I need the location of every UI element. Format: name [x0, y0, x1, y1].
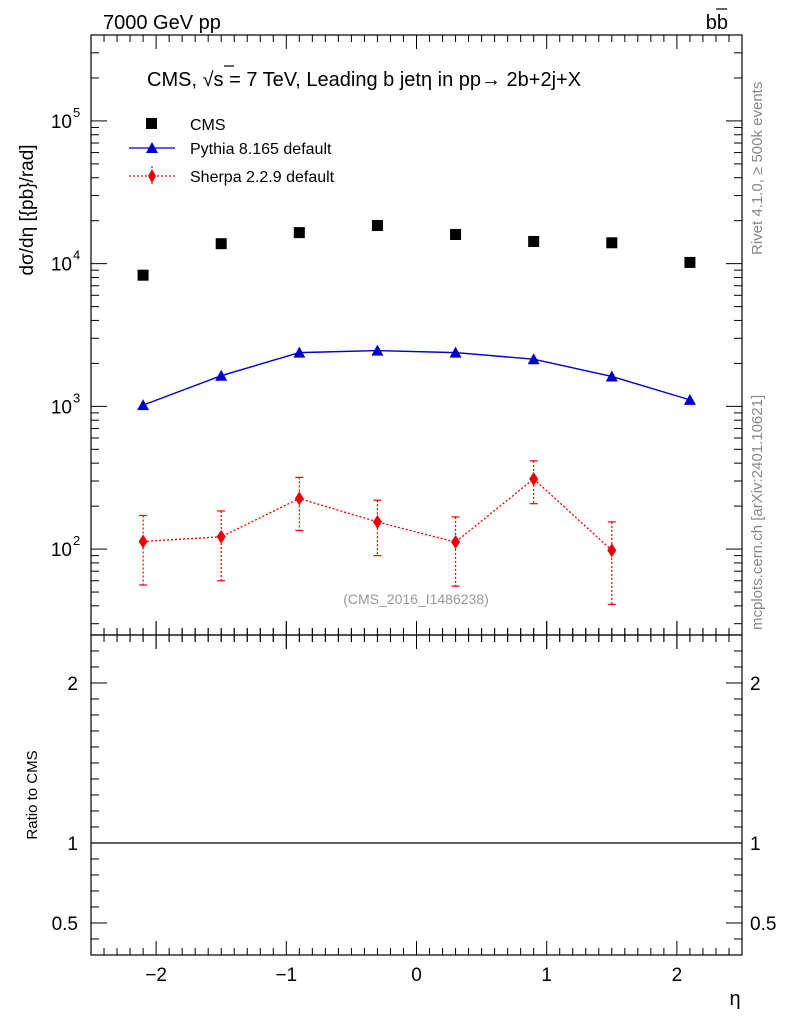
- pythia-line: [142, 349, 691, 406]
- cms-point: [606, 237, 618, 249]
- sqrt-symbol: √: [203, 69, 214, 91]
- sherpa-point: [138, 534, 148, 549]
- x-tick-label: −2: [145, 965, 167, 986]
- ratio-y-tick-label-right: 0.5: [750, 914, 776, 935]
- ratio-y-label: Ratio to CMS: [24, 750, 41, 839]
- legend: CMS Pythia 8.165 default Sherpa 2.2.9 de…: [129, 117, 335, 186]
- pythia-point: [215, 369, 228, 381]
- cms-point: [215, 238, 227, 250]
- plot-title: CMS, √s = 7 TeV, Leading b jetη in pp→ 2…: [147, 65, 581, 91]
- pythia-point: [449, 346, 462, 358]
- y-tick-label: 10: [51, 255, 72, 276]
- process-label-bar: b: [717, 12, 728, 34]
- y-tick-label: 10: [51, 540, 72, 561]
- y-tick-exponent: 4: [73, 248, 80, 263]
- sherpa-point: [529, 471, 539, 486]
- sqrt-s: s: [214, 69, 224, 91]
- legend-pythia-marker: [146, 142, 158, 153]
- pythia-point: [605, 370, 618, 382]
- ratio-y-tick-label-right: 1: [750, 834, 761, 855]
- x-tick-label: 0: [411, 965, 422, 986]
- legend-sherpa-marker: [148, 169, 156, 183]
- sherpa-point: [451, 535, 461, 550]
- mcplots-label: mcplots.cern.ch [arXiv:2401.10621]: [749, 395, 766, 630]
- y-tick-exponent: 5: [73, 105, 80, 120]
- y-tick-label: 10: [51, 112, 72, 133]
- cms-point: [371, 220, 383, 232]
- svg-text:CMS, √s = 7 TeV, Leading b jet: CMS, √s = 7 TeV, Leading b jetη in pp→ 2…: [147, 69, 581, 91]
- cms-point: [450, 229, 462, 241]
- legend-cms-marker: [146, 118, 157, 129]
- x-tick-label: −1: [275, 965, 297, 986]
- pythia-point: [293, 346, 306, 358]
- main-y-label: dσ/dη [{pb}/rad]: [17, 144, 38, 275]
- sherpa-point: [607, 543, 617, 558]
- rivet-label: Rivet 4.1.0, ≥ 500k events: [749, 82, 766, 255]
- ratio-axes: −2 −1 0 1 2 0.5 0.5 1 1 2 2: [52, 634, 776, 986]
- x-tick-label: 1: [541, 965, 552, 986]
- pythia-point: [683, 393, 696, 405]
- cms-point: [293, 227, 305, 239]
- main-frame: [90, 34, 743, 636]
- ratio-y-tick-label-left: 2: [67, 674, 78, 695]
- x-tick-label: 2: [672, 965, 683, 986]
- cms-point: [684, 256, 696, 268]
- x-axis-label: η: [729, 988, 740, 1010]
- sherpa-point: [216, 529, 226, 544]
- cms-point: [528, 235, 540, 247]
- legend-cms-label: CMS: [190, 117, 226, 134]
- ratio-y-tick-label-left: 1: [67, 834, 78, 855]
- pythia-point: [527, 353, 540, 365]
- energy-label: 7000 GeV pp: [103, 12, 221, 34]
- legend-pythia-label: Pythia 8.165 default: [190, 141, 332, 158]
- ratio-y-tick-label-left: 0.5: [52, 914, 78, 935]
- legend-sherpa-label: Sherpa 2.2.9 default: [190, 169, 335, 186]
- svg-text:bb: bb: [706, 12, 728, 34]
- pythia-point: [371, 344, 384, 356]
- ratio-y-tick-label-right: 2: [750, 674, 761, 695]
- y-tick-label: 10: [51, 397, 72, 418]
- sherpa-point: [372, 514, 382, 529]
- y-tick-exponent: 2: [73, 533, 80, 548]
- y-tick-exponent: 3: [73, 390, 80, 405]
- cms-point: [137, 269, 149, 281]
- analysis-watermark: (CMS_2016_I1486238): [343, 591, 489, 607]
- sherpa-point: [294, 491, 304, 506]
- process-label: bb: [706, 8, 728, 34]
- ratio-frame: [90, 634, 743, 956]
- data-layer: [137, 220, 696, 605]
- sherpa-line: [143, 478, 613, 551]
- pythia-point: [137, 399, 150, 411]
